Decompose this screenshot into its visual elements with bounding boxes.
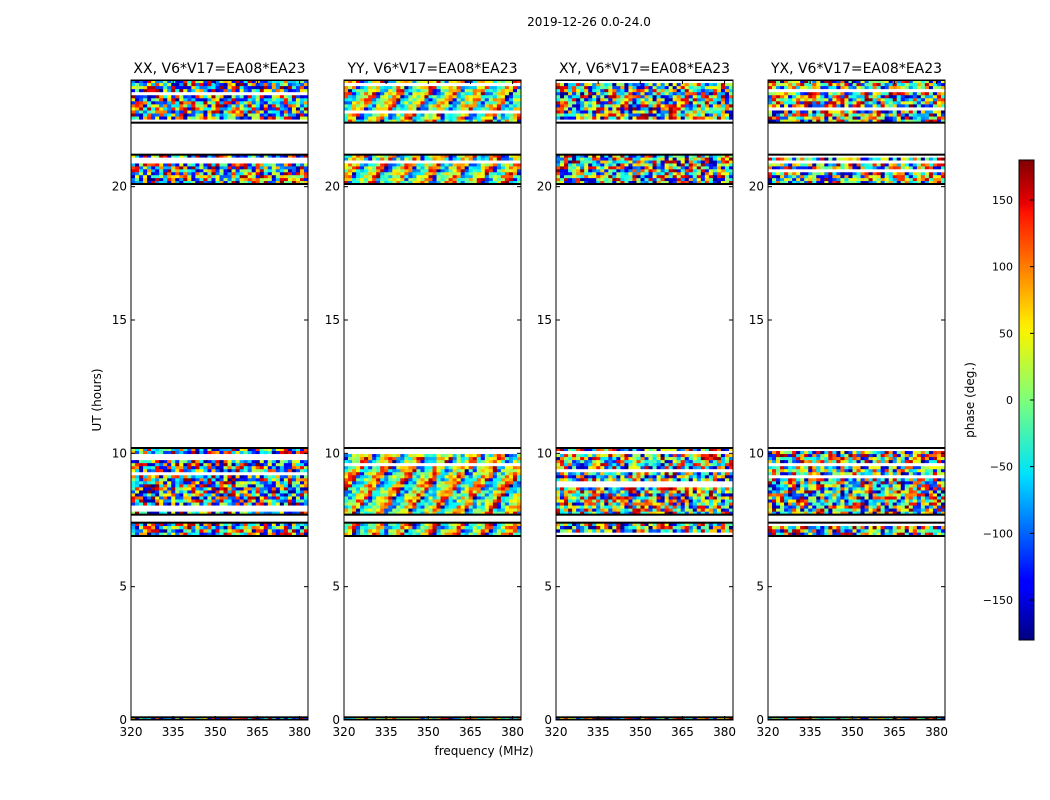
panel-1: XX, V6*V17=EA08*EA23 320 335 350 365 380 0 5 10 1…: [112, 61, 311, 739]
x-tick-label: 365: [671, 725, 694, 739]
panel-frame: [343, 79, 522, 721]
x-tick-label: 365: [246, 725, 269, 739]
panel-title: YX, V6*V17=EA08*EA23: [770, 61, 942, 77]
x-tick-label: 335: [799, 725, 822, 739]
x-tick-label: 380: [713, 725, 736, 739]
figure-suptitle: 2019-12-26 0.0-24.0: [527, 15, 651, 29]
phase-image: [344, 80, 521, 720]
y-tick-label: 15: [325, 313, 340, 327]
phase-image: [131, 80, 308, 720]
y-tick-label: 0: [756, 713, 764, 727]
y-tick-label: 20: [749, 180, 764, 194]
x-tick-label: 350: [629, 725, 652, 739]
y-tick-label: 5: [119, 580, 127, 594]
panel-frame: [767, 79, 946, 721]
colorbar-tick-label: 150: [992, 194, 1013, 207]
y-tick-label: 15: [537, 313, 552, 327]
y-tick-label: 5: [544, 580, 552, 594]
y-tick-label: 10: [749, 446, 764, 460]
y-tick-label: 10: [537, 446, 552, 460]
x-tick-label: 365: [883, 725, 906, 739]
panel-3: XY, V6*V17=EA08*EA23 320 335 350 365 380 0 5 10 1…: [537, 61, 736, 739]
y-tick-label: 5: [756, 580, 764, 594]
y-tick-label: 5: [332, 580, 340, 594]
colorbar-tick-label: 0: [1006, 394, 1013, 407]
x-tick-label: 365: [459, 725, 482, 739]
colorbar-tick-label: 50: [999, 327, 1013, 340]
panel-title: XY, V6*V17=EA08*EA23: [559, 61, 730, 77]
panels-group: XX, V6*V17=EA08*EA23 320 335 350 365 380 0 5 10 1…: [112, 61, 948, 739]
panel-frame: [555, 79, 734, 721]
colorbar-tick-label: −50: [990, 461, 1013, 474]
y-tick-label: 15: [112, 313, 127, 327]
phase-image: [768, 80, 945, 720]
x-tick-label: 320: [545, 725, 568, 739]
y-tick-label: 10: [112, 446, 127, 460]
colorbar-label: phase (deg.): [963, 362, 977, 438]
y-tick-label: 20: [537, 180, 552, 194]
y-tick-label: 0: [119, 713, 127, 727]
phase-image: [556, 80, 733, 720]
y-tick-label: 0: [544, 713, 552, 727]
x-tick-label: 320: [120, 725, 143, 739]
panel-title: YY, V6*V17=EA08*EA23: [346, 61, 517, 77]
x-tick-label: 335: [587, 725, 610, 739]
x-tick-label: 350: [841, 725, 864, 739]
panel-frame: [130, 79, 309, 721]
colorbar-tick-label: 100: [992, 261, 1013, 274]
x-tick-label: 380: [925, 725, 948, 739]
x-tick-label: 320: [333, 725, 356, 739]
y-axis-label: UT (hours): [90, 368, 104, 431]
x-tick-label: 380: [501, 725, 524, 739]
colorbar-tick-label: −100: [983, 527, 1013, 540]
x-tick-label: 350: [204, 725, 227, 739]
y-tick-label: 0: [332, 713, 340, 727]
panel-4: YX, V6*V17=EA08*EA23 320 335 350 365 380 0 5 10 1…: [749, 61, 948, 739]
x-tick-label: 380: [288, 725, 311, 739]
colorbar-ticks: 150 100 50 0 −50 −100 −150: [983, 194, 1034, 607]
y-tick-label: 10: [325, 446, 340, 460]
x-tick-label: 335: [162, 725, 185, 739]
x-axis-label: frequency (MHz): [434, 744, 533, 758]
panel-title: XX, V6*V17=EA08*EA23: [133, 61, 305, 77]
x-tick-label: 335: [375, 725, 398, 739]
x-tick-label: 350: [417, 725, 440, 739]
colorbar-tick-label: −150: [983, 594, 1013, 607]
x-tick-label: 320: [757, 725, 780, 739]
panel-2: YY, V6*V17=EA08*EA23 320 335 350 365 380 0 5 10 1…: [325, 61, 524, 739]
y-tick-label: 20: [325, 180, 340, 194]
y-tick-label: 15: [749, 313, 764, 327]
y-tick-label: 20: [112, 180, 127, 194]
